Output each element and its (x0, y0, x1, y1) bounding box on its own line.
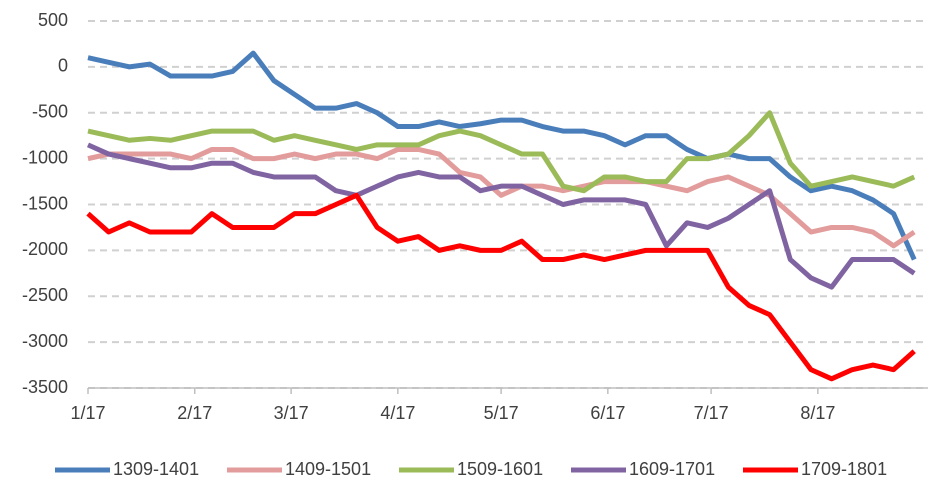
y-tick-label: -2000 (22, 239, 68, 259)
x-tick-label: 8/17 (800, 403, 835, 423)
y-tick-label: -500 (32, 102, 68, 122)
y-tick-label: -1500 (22, 193, 68, 213)
x-tick-label: 3/17 (274, 403, 309, 423)
series-line (87, 50, 917, 261)
legend-label: 1609-1701 (629, 459, 715, 479)
legend-label: 1309-1401 (113, 459, 199, 479)
x-tick-label: 1/17 (70, 403, 105, 423)
legend-label: 1709-1801 (801, 459, 887, 479)
x-tick-label: 5/17 (484, 403, 519, 423)
legend-label: 1509-1601 (457, 459, 543, 479)
x-tick-label: 4/17 (380, 403, 415, 423)
y-tick-label: -3500 (22, 377, 68, 397)
y-tick-label: 0 (58, 56, 68, 76)
series-line (86, 192, 916, 382)
x-tick-label: 6/17 (590, 403, 625, 423)
series-line (86, 142, 916, 290)
x-tick-label: 2/17 (177, 403, 212, 423)
x-tick-label: 7/17 (694, 403, 729, 423)
series-line (87, 146, 916, 249)
legend-label: 1409-1501 (285, 459, 371, 479)
y-tick-label: -3000 (22, 331, 68, 351)
y-tick-label: 500 (38, 10, 68, 30)
y-tick-label: -2500 (22, 285, 68, 305)
series-line (87, 110, 916, 194)
y-tick-label: -1000 (22, 147, 68, 167)
